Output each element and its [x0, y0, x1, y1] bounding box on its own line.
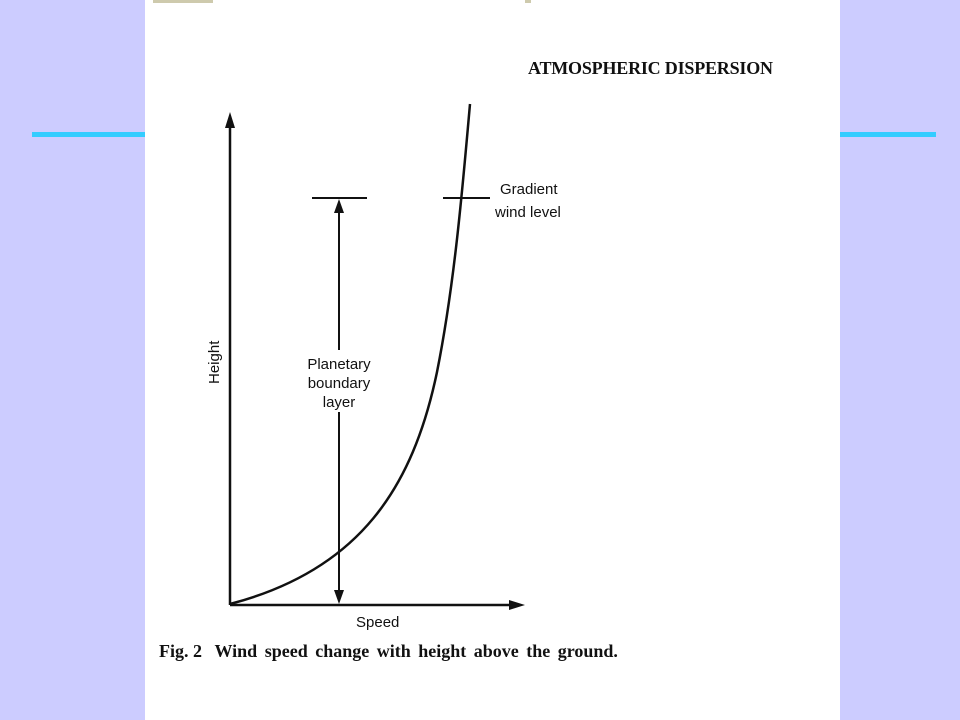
x-axis-label: Speed — [356, 614, 399, 631]
scan-smudge — [525, 0, 531, 3]
pbl-label-line2: boundary — [308, 375, 371, 392]
y-axis-arrowhead — [225, 112, 235, 128]
wind-profile-diagram: Height Speed Gradient wind level Planeta… — [206, 103, 561, 631]
caption-text: Wind speed change with height above the … — [214, 641, 618, 661]
figure-number: Fig. 2 — [159, 641, 202, 661]
boundary-layer-arrowhead-down — [334, 590, 344, 604]
wind-speed-curve — [229, 103, 472, 606]
pbl-label-line3: layer — [323, 394, 356, 411]
accent-line-right — [835, 132, 936, 137]
gradient-label-line2: wind level — [494, 204, 561, 221]
pbl-label-line1: Planetary — [307, 356, 371, 373]
y-axis-label: Height — [206, 340, 223, 384]
x-axis-arrowhead — [509, 600, 525, 610]
accent-line-left — [32, 132, 150, 137]
header-title: ATMOSPHERIC DISPERSION — [528, 58, 773, 78]
boundary-layer-arrowhead-up — [334, 199, 344, 213]
scanned-page: ATMOSPHERIC DISPERSION Height Speed Grad… — [145, 0, 840, 720]
gradient-label-line1: Gradient — [500, 181, 558, 198]
scan-smudge — [153, 0, 213, 3]
figure-caption: Fig. 2 Wind speed change with height abo… — [159, 640, 629, 662]
